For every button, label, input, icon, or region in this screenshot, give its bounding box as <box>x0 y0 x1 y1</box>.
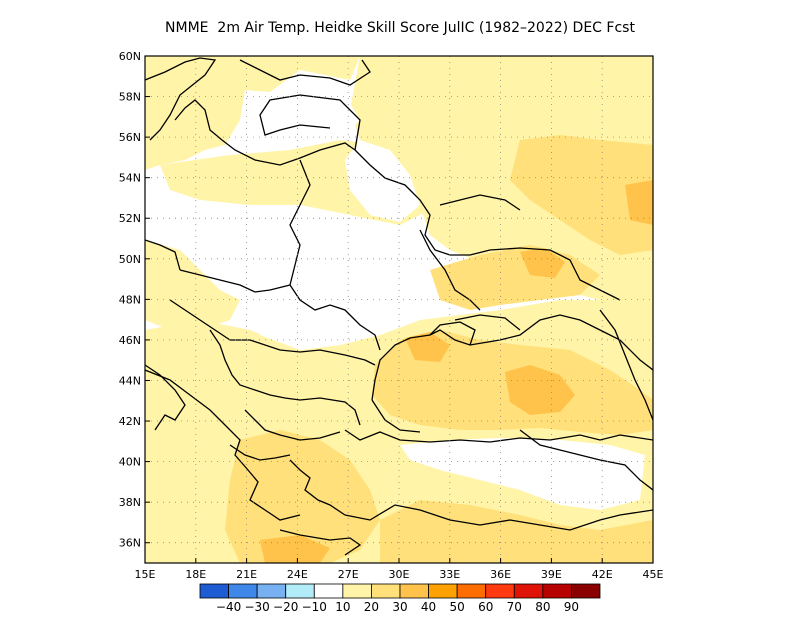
shade-black-sea-core <box>505 365 575 415</box>
shade-north-east <box>350 56 653 300</box>
colorbar-swatch <box>571 583 601 599</box>
lon-tick-label: 45E <box>643 568 664 581</box>
colorbar-swatch <box>399 583 429 599</box>
colorbar-swatch <box>371 583 401 599</box>
colorbar-swatch <box>513 583 544 599</box>
colorbar-label: 70 <box>507 600 522 614</box>
lat-tick-label: 58N <box>119 91 141 104</box>
lat-tick-label: 54N <box>119 172 141 185</box>
shade-white-scandinavia <box>250 85 360 145</box>
shade-white-central <box>210 205 440 350</box>
lat-tick-label: 46N <box>119 334 141 347</box>
colorbar-label: 90 <box>564 600 579 614</box>
lat-tick-label: 36N <box>119 537 141 550</box>
colorbar-label: −20 <box>273 600 298 614</box>
lat-tick-label: 44N <box>119 374 141 387</box>
colorbar-swatch <box>228 583 258 599</box>
shade-white-belarus <box>345 140 420 222</box>
shade-aegean <box>225 430 380 563</box>
colorbar-label: 80 <box>535 600 550 614</box>
lon-tick-label: 27E <box>338 568 359 581</box>
colorbar-swatch <box>313 583 344 599</box>
colorbar-label: 30 <box>392 600 407 614</box>
lat-tick-label: 42N <box>119 415 141 428</box>
colorbar-label: 40 <box>421 600 436 614</box>
colorbar-swatch <box>428 583 458 599</box>
shade-aegean-core <box>260 535 330 563</box>
lat-tick-label: 52N <box>119 212 141 225</box>
colorbar-label: −10 <box>302 600 327 614</box>
colorbar-label: −40 <box>216 600 241 614</box>
colorbar-swatch <box>542 583 572 599</box>
colorbar-label: 50 <box>450 600 465 614</box>
lon-tick-label: 15E <box>135 568 156 581</box>
figure-title: NMME 2m Air Temp. Heidke Skill Score Jul… <box>165 20 635 36</box>
colorbar-swatch <box>485 583 515 599</box>
lon-tick-label: 18E <box>185 568 206 581</box>
lat-tick-label: 40N <box>119 456 141 469</box>
lon-tick-label: 24E <box>287 568 308 581</box>
lon-tick-label: 30E <box>389 568 410 581</box>
lat-tick-label: 48N <box>119 293 141 306</box>
shade-east-russia <box>510 135 653 255</box>
latitude-ticks: 36N 38N 40N 42N 44N 46N 48N 50N 52N 54N 56N 58N 60N <box>119 50 150 550</box>
lat-tick-label: 56N <box>119 131 141 144</box>
colorbar-swatch <box>199 583 229 599</box>
lat-tick-label: 50N <box>119 253 141 266</box>
lon-tick-label: 39E <box>541 568 562 581</box>
skill-shading <box>145 56 653 563</box>
coastlines-borders <box>145 57 653 556</box>
colorbar-label: 10 <box>335 600 350 614</box>
colorbar-label: −30 <box>244 600 269 614</box>
colorbar-label: 20 <box>364 600 379 614</box>
colorbar-label: 60 <box>478 600 493 614</box>
shade-ukraine-core <box>520 248 565 278</box>
shade-turkey-south <box>380 500 653 563</box>
lon-tick-label: 42E <box>592 568 613 581</box>
shade-east-core <box>625 180 653 225</box>
shade-north-scandinavia <box>145 56 360 170</box>
lat-tick-label: 38N <box>119 496 141 509</box>
colorbar-swatch <box>456 583 487 599</box>
lat-tick-label: 60N <box>119 50 141 63</box>
colorbar-swatch <box>256 583 287 599</box>
colorbar-swatch <box>285 583 315 599</box>
graticule <box>145 56 653 563</box>
shade-crimea-core <box>405 332 450 362</box>
lon-tick-label: 21E <box>236 568 257 581</box>
longitude-ticks: 15E 18E 21E 24E 27E 30E 33E 36E 39E 42E 45E <box>135 558 664 581</box>
shade-west-hungary <box>145 240 240 330</box>
colorbar: −40 −30 −20 −10 10 20 30 40 50 60 70 80 90 <box>199 583 601 614</box>
lon-tick-label: 36E <box>490 568 511 581</box>
colorbar-swatch <box>342 583 372 599</box>
lon-tick-label: 33E <box>439 568 460 581</box>
